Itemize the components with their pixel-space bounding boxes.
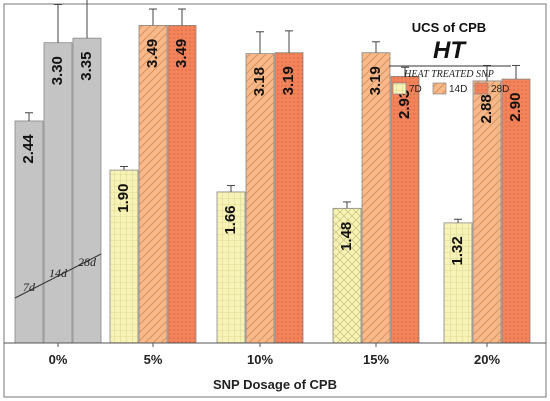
value-label-7d-15pct: 1.48 — [338, 222, 355, 251]
value-label-14d-5pct: 3.49 — [144, 39, 161, 68]
legend-swatch-14d — [432, 82, 447, 95]
legend-label-28d: 28D — [491, 84, 509, 95]
bar-28d-5pct — [167, 25, 197, 344]
value-label-14d-0pct: 3.30 — [49, 56, 66, 85]
legend-item-28d: 28D — [474, 82, 509, 95]
bar-7d-5pct — [109, 169, 139, 344]
value-label-14d-20pct: 2.88 — [478, 94, 495, 123]
x-ticks-layer: 0% 5% 10% 15% 20% — [49, 343, 500, 367]
error-bar-14d-5pct — [149, 8, 157, 26]
value-label-7d-5pct: 1.90 — [115, 183, 132, 212]
value-labels-layer: 2.44 3.30 3.35 1.90 3.49 3.49 1.66 3.18 3.19 1.48… — [20, 39, 524, 266]
error-bar-14d-20pct — [483, 64, 491, 81]
value-label-7d-0pct: 2.44 — [20, 134, 37, 164]
legend-item-7d: 7D — [392, 82, 422, 95]
error-bar-28d-20pct — [512, 64, 520, 80]
bar-28d-20pct — [501, 78, 531, 344]
x-tick-label-5pct: 5% — [144, 352, 163, 367]
bar-14d-10pct — [245, 53, 275, 344]
bar-28d-15pct — [390, 75, 420, 344]
plot-frame — [3, 3, 547, 398]
legend: UCS of CPB HT HEAT TREATED SNP 7D 14D 28D — [389, 20, 511, 95]
error-bar-7d-10pct — [227, 185, 235, 192]
bar-28d-10pct — [274, 52, 304, 344]
error-bar-28d-0pct — [86, 0, 88, 39]
bar-7d-15pct — [332, 207, 362, 344]
error-bar-14d-0pct — [54, 3, 62, 43]
control-diagonal-line — [14, 253, 102, 299]
error-bar-7d-20pct — [454, 218, 462, 223]
error-bar-7d-0pct — [25, 112, 33, 121]
x-axis-title: SNP Dosage of CPB — [213, 377, 337, 392]
x-tick-label-0pct: 0% — [49, 352, 68, 367]
error-bar-28d-10pct — [285, 30, 293, 53]
error-bars-layer — [25, 0, 520, 223]
error-bar-7d-5pct — [120, 165, 128, 171]
x-tick-label-15pct: 15% — [363, 352, 389, 367]
value-label-7d-20pct: 1.32 — [449, 236, 466, 265]
value-label-28d-10pct: 3.19 — [280, 66, 297, 95]
error-bar-14d-10pct — [256, 31, 264, 54]
x-tick-label-20pct: 20% — [474, 352, 500, 367]
value-label-14d-15pct: 3.19 — [367, 66, 384, 95]
bar-14d-20pct — [472, 80, 502, 344]
error-bar-28d-5pct — [178, 8, 186, 26]
error-bar-14d-15pct — [372, 41, 380, 53]
error-bar-28d-15pct — [401, 66, 409, 77]
legend-subtitle: HT — [433, 37, 467, 64]
x-tick-label-10pct: 10% — [247, 352, 273, 367]
bar-7d-10pct — [216, 191, 246, 344]
bar-14d-5pct — [138, 25, 168, 344]
control-age-label-28d: 28d — [78, 255, 97, 269]
control-age-label-7d: 7d — [23, 280, 36, 294]
value-label-28d-0pct: 3.35 — [78, 52, 95, 81]
legend-label-14d: 14D — [449, 84, 467, 95]
value-label-28d-5pct: 3.49 — [173, 39, 190, 68]
legend-label-7d: 7D — [409, 84, 422, 95]
value-label-28d-20pct: 2.90 — [507, 92, 524, 121]
value-label-28d-15pct: 2.93 — [396, 90, 413, 119]
legend-title: UCS of CPB — [412, 20, 486, 35]
bar-28d-0pct — [72, 37, 102, 344]
legend-swatch-7d — [392, 82, 407, 95]
legend-swatch-28d — [474, 82, 489, 95]
bar-14d-0pct — [43, 42, 73, 344]
legend-caption: HEAT TREATED SNP — [403, 69, 494, 80]
error-bar-7d-15pct — [343, 201, 351, 209]
value-label-7d-10pct: 1.66 — [222, 205, 239, 234]
control-age-label-14d: 14d — [49, 266, 68, 280]
bar-7d-20pct — [443, 222, 473, 344]
value-label-14d-10pct: 3.18 — [251, 67, 268, 96]
bar-14d-15pct — [361, 52, 391, 344]
legend-item-14d: 14D — [432, 82, 467, 95]
legend-items: 7D 14D 28D — [392, 82, 509, 95]
